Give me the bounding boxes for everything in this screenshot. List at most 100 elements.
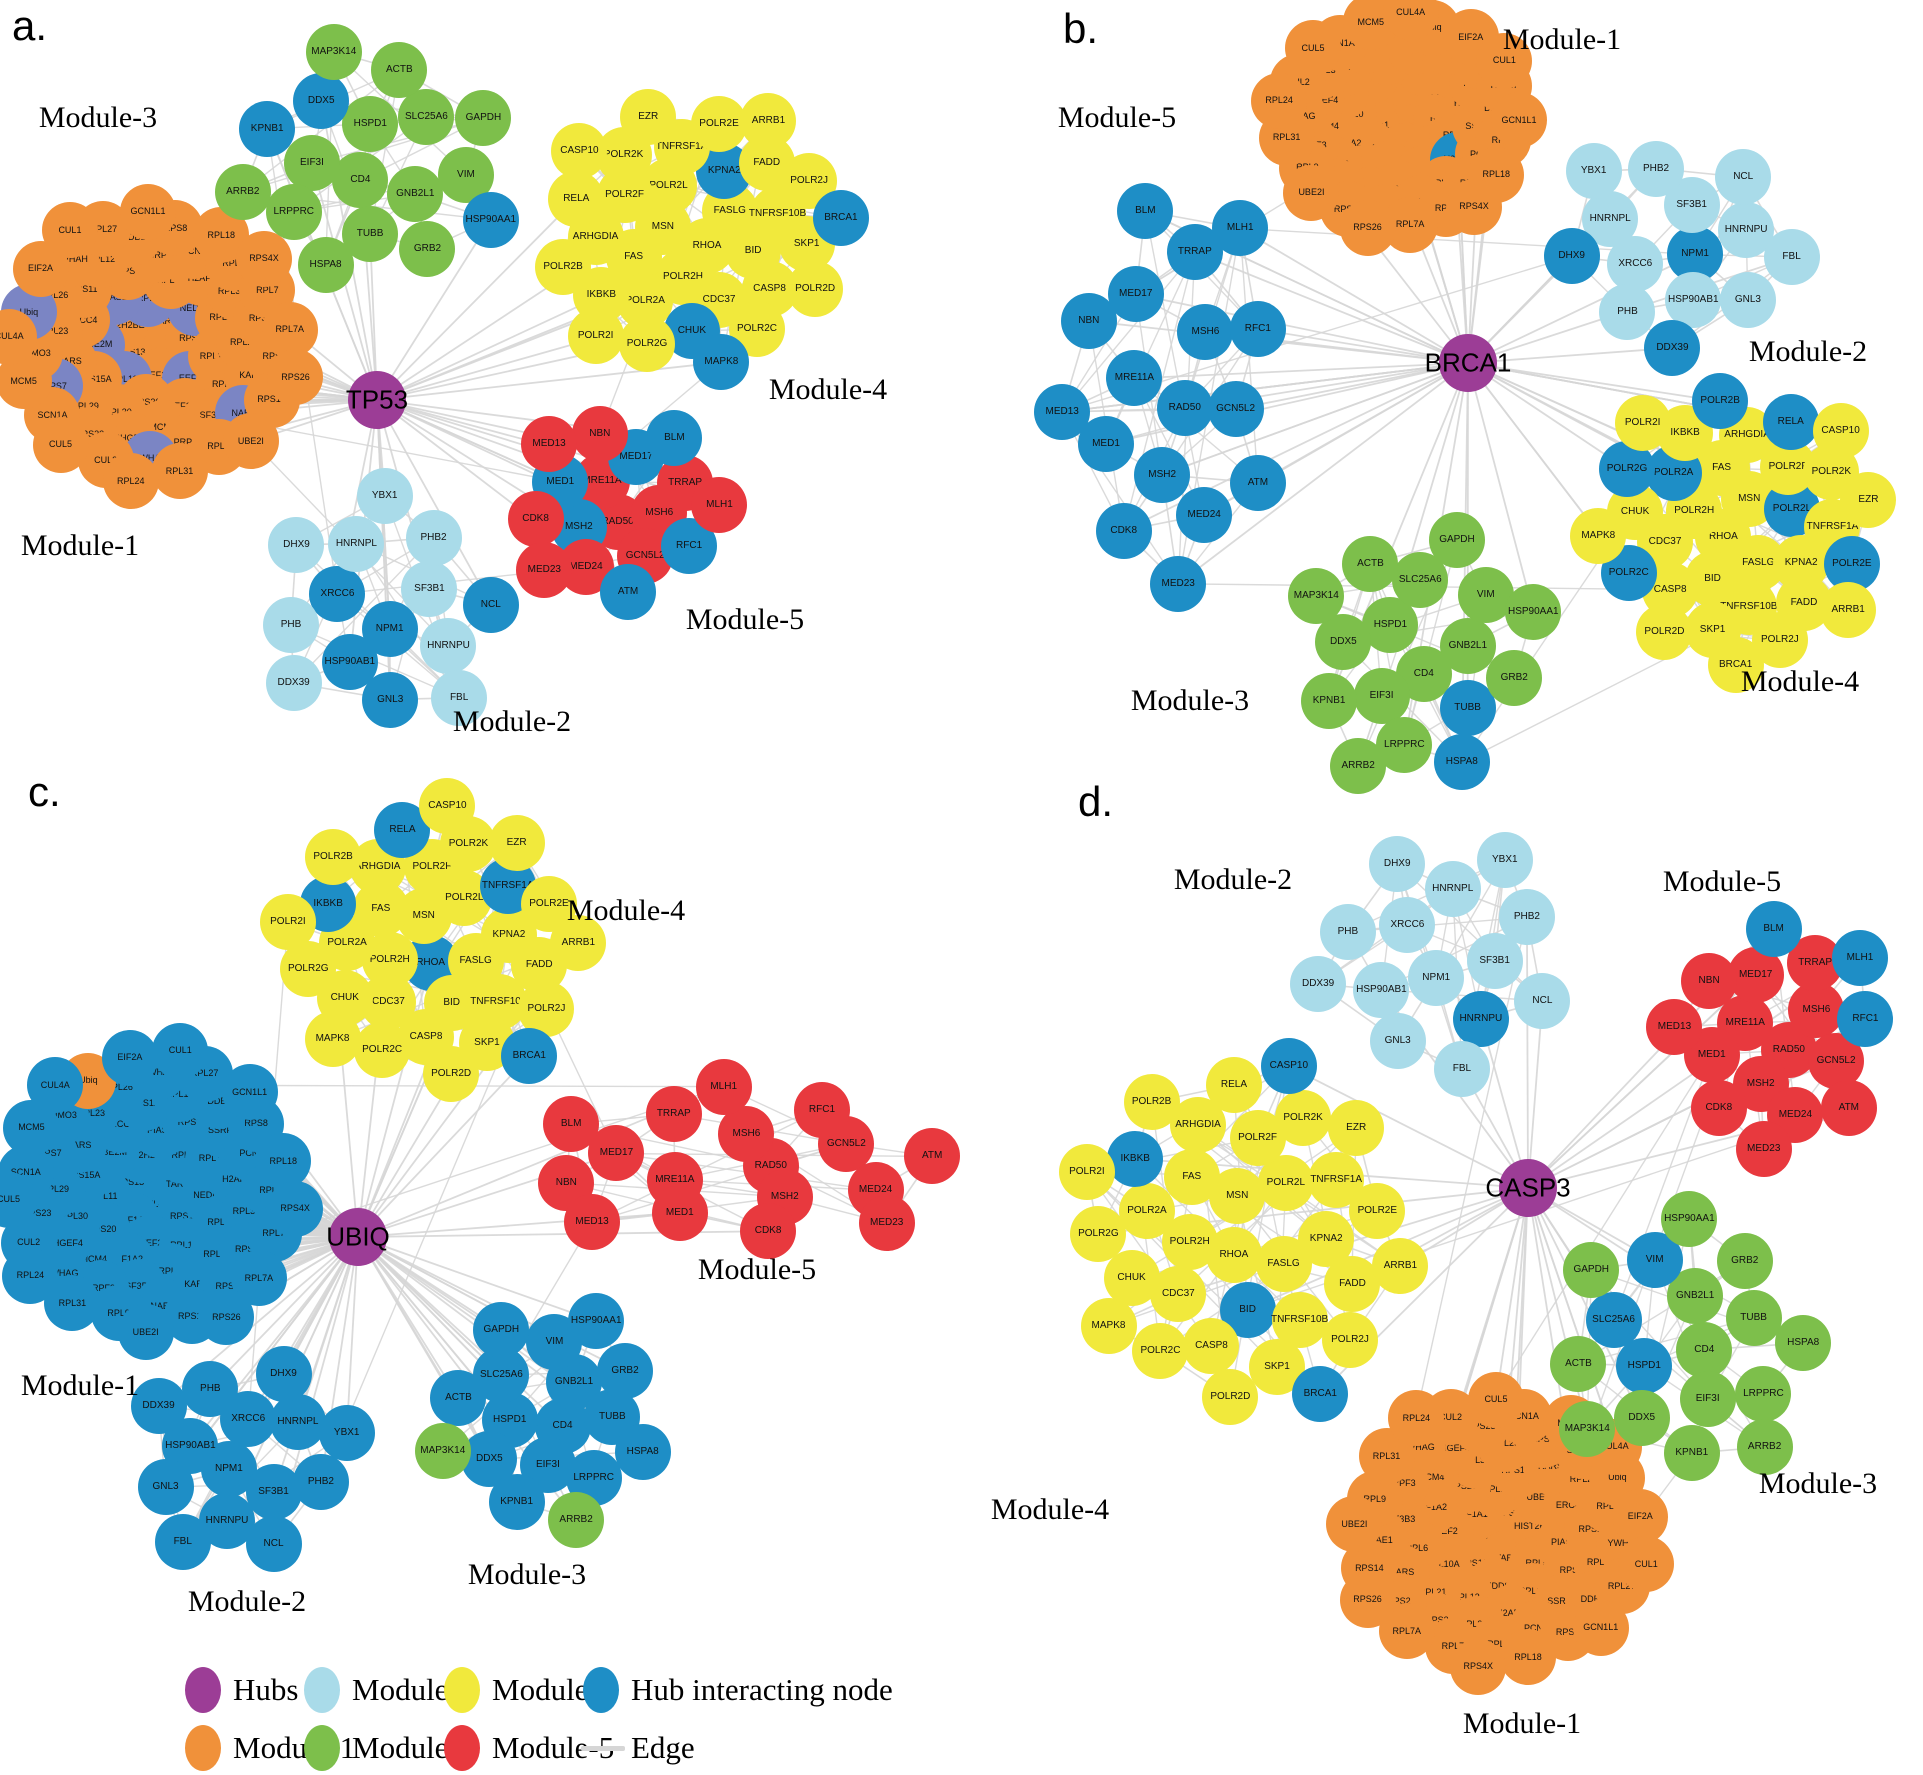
node-RELA: RELA <box>548 170 605 227</box>
node-FBL: FBL <box>1763 229 1820 286</box>
hub-node-tp53 <box>348 371 406 429</box>
node-VIM: VIM <box>1457 567 1514 624</box>
node-MED23: MED23 <box>516 542 573 599</box>
edge <box>1467 362 1535 612</box>
edge <box>209 1236 359 1391</box>
node-HNRNPU: HNRNPU <box>420 617 477 674</box>
node-FBL: FBL <box>154 1513 211 1570</box>
node-ARRB1: ARRB1 <box>1820 582 1877 639</box>
node-HNRNPL: HNRNPL <box>328 515 385 572</box>
edge <box>1236 1196 1278 1368</box>
node-HSP90AB1: HSP90AB1 <box>1353 961 1410 1018</box>
legend-swatch-module-4 <box>444 1667 480 1713</box>
module-label-module-2: Module-2 <box>1748 335 1868 368</box>
edge <box>591 1143 847 1224</box>
edge <box>1134 362 1469 380</box>
node-BLM: BLM <box>1117 183 1174 240</box>
legend-label-hubs: Hubs <box>233 1672 299 1707</box>
node-ARRB2: ARRB2 <box>1736 1419 1793 1476</box>
node-MRE11A: MRE11A <box>1106 350 1163 407</box>
node-HSPA8: HSPA8 <box>1775 1315 1832 1372</box>
node-MSH6: MSH6 <box>718 1105 775 1162</box>
node-MAPK8: MAPK8 <box>693 334 750 391</box>
node-ACTB: ACTB <box>1550 1335 1607 1392</box>
node-KPNB1: KPNB1 <box>488 1473 545 1530</box>
node-GNL3: GNL3 <box>362 671 419 728</box>
node-RPS26: RPS26 <box>198 1289 255 1346</box>
node-HSP90AA1: HSP90AA1 <box>568 1293 625 1350</box>
node-HNRNPL: HNRNPL <box>269 1393 326 1450</box>
node-EIF3I: EIF3I <box>1353 667 1410 724</box>
node-BRCA1: BRCA1 <box>501 1028 558 1085</box>
node-GNL3: GNL3 <box>137 1459 194 1516</box>
node-HSP90AB1: HSP90AB1 <box>1665 271 1722 328</box>
node-DHX9: DHX9 <box>1543 228 1600 285</box>
node-CASP8: CASP8 <box>1183 1317 1240 1374</box>
node-EIF3I: EIF3I <box>283 135 340 192</box>
node-ACTB: ACTB <box>430 1369 487 1426</box>
node-POLR2B: POLR2B <box>305 829 362 886</box>
node-CUL5: CUL5 <box>32 416 89 473</box>
node-RPL7A: RPL7A <box>261 301 318 358</box>
node-GCN1L1: GCN1L1 <box>1572 1599 1629 1656</box>
module-label-module-5: Module-5 <box>1057 101 1177 134</box>
node-XRCC6: XRCC6 <box>1379 897 1436 954</box>
node-ARRB2: ARRB2 <box>548 1491 605 1548</box>
node-HSP90AA1: HSP90AA1 <box>1505 583 1562 640</box>
node-PHB: PHB <box>182 1361 239 1418</box>
node-MLH1: MLH1 <box>691 477 748 534</box>
module-label-module-1: Module-1 <box>20 1369 140 1402</box>
module-label-module-3: Module-3 <box>1758 1467 1878 1500</box>
node-PHB2: PHB2 <box>405 509 462 566</box>
node-GAPDH: GAPDH <box>1428 512 1485 569</box>
node-MAP3K14: MAP3K14 <box>305 23 362 80</box>
node-NPM1: NPM1 <box>1408 950 1465 1007</box>
edge <box>1105 362 1469 445</box>
node-KPNB1: KPNB1 <box>1301 673 1358 730</box>
edge <box>1495 1187 1529 1400</box>
node-MAPK8: MAPK8 <box>1570 507 1627 564</box>
edge <box>297 1236 359 1423</box>
module-label-module-5: Module-5 <box>685 603 805 636</box>
module-label-module-3: Module-3 <box>467 1558 587 1591</box>
node-MAPK8: MAPK8 <box>1080 1298 1137 1355</box>
edge <box>376 399 561 483</box>
node-MED17: MED17 <box>588 1125 645 1182</box>
node-CDK8: CDK8 <box>1690 1079 1747 1136</box>
node-RPL18: RPL18 <box>1500 1629 1556 1686</box>
node-HSPD1: HSPD1 <box>342 96 399 153</box>
node-CASP10: CASP10 <box>419 777 476 834</box>
node-GRB2: GRB2 <box>1486 650 1543 707</box>
node-UBE2I: UBE2I <box>1326 1496 1383 1553</box>
node-HSPA8: HSPA8 <box>614 1423 671 1480</box>
legend-swatch-module-5 <box>444 1725 480 1771</box>
node-NBN: NBN <box>571 406 628 463</box>
node-ARRB1: ARRB1 <box>740 93 797 150</box>
node-NCL: NCL <box>1715 149 1772 206</box>
edge <box>376 399 492 606</box>
node-RAD50: RAD50 <box>1156 380 1213 437</box>
node-PHB2: PHB2 <box>1628 140 1685 197</box>
node-ACTB: ACTB <box>1342 535 1399 592</box>
node-LRPPRC: LRPPRC <box>265 183 322 240</box>
node-PHB2: PHB2 <box>1498 889 1555 946</box>
node-EZR: EZR <box>1328 1099 1385 1156</box>
node-CUL5: CUL5 <box>1467 1371 1524 1428</box>
node-RPL24: RPL24 <box>1251 72 1308 129</box>
node-ARRB1: ARRB1 <box>1372 1237 1429 1294</box>
node-IKBKB: IKBKB <box>1107 1130 1164 1187</box>
node-GRB2: GRB2 <box>597 1342 654 1399</box>
node-GRB2: GRB2 <box>1716 1233 1773 1290</box>
legend-swatch-hubs <box>185 1667 221 1713</box>
node-CUL1: CUL1 <box>41 202 98 259</box>
node-NCL: NCL <box>245 1516 302 1573</box>
node-POLR2D: POLR2D <box>1202 1369 1259 1426</box>
edge <box>357 1236 564 1427</box>
node-POLR2G: POLR2G <box>1070 1205 1127 1262</box>
node-POLR2H: POLR2H <box>1161 1214 1218 1271</box>
node-MSH6: MSH6 <box>1788 982 1845 1039</box>
node-TUBB: TUBB <box>1439 679 1496 736</box>
hub-node-ubiq <box>329 1208 387 1266</box>
module-label-module-4: Module-4 <box>768 373 888 406</box>
node-HSPD1: HSPD1 <box>1362 596 1419 653</box>
